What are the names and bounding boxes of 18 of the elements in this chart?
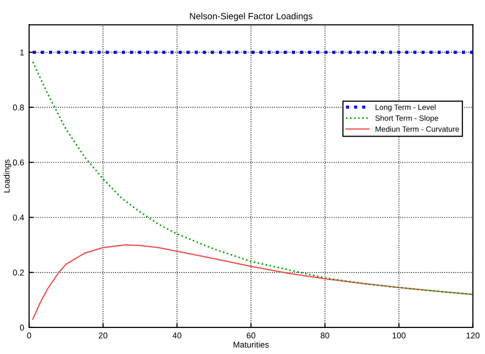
y-axis-title: Loadings	[4, 160, 12, 192]
x-tick-label: 120	[466, 332, 480, 338]
x-tick-label: 100	[392, 332, 406, 338]
line-series	[32, 244, 473, 320]
y-tick-label: 1	[20, 50, 24, 56]
x-tick-label: 0	[27, 332, 32, 338]
x-tick-label: 60	[246, 332, 256, 338]
x-tick-label: 40	[172, 332, 182, 338]
x-axis-title: Maturities	[234, 341, 269, 348]
x-tick-label: 80	[320, 332, 330, 338]
y-tick-label: 0	[20, 324, 24, 331]
y-tick-label: 0.2	[12, 270, 24, 276]
y-tick-label: 0.8	[12, 104, 24, 110]
line-series	[32, 61, 473, 296]
x-tick-label: 20	[98, 332, 108, 338]
y-tick-label: 0.6	[12, 160, 24, 166]
y-tick-label: 0.4	[12, 214, 24, 220]
chart-title: Nelson-Siegel Factor Loadings	[190, 12, 312, 22]
